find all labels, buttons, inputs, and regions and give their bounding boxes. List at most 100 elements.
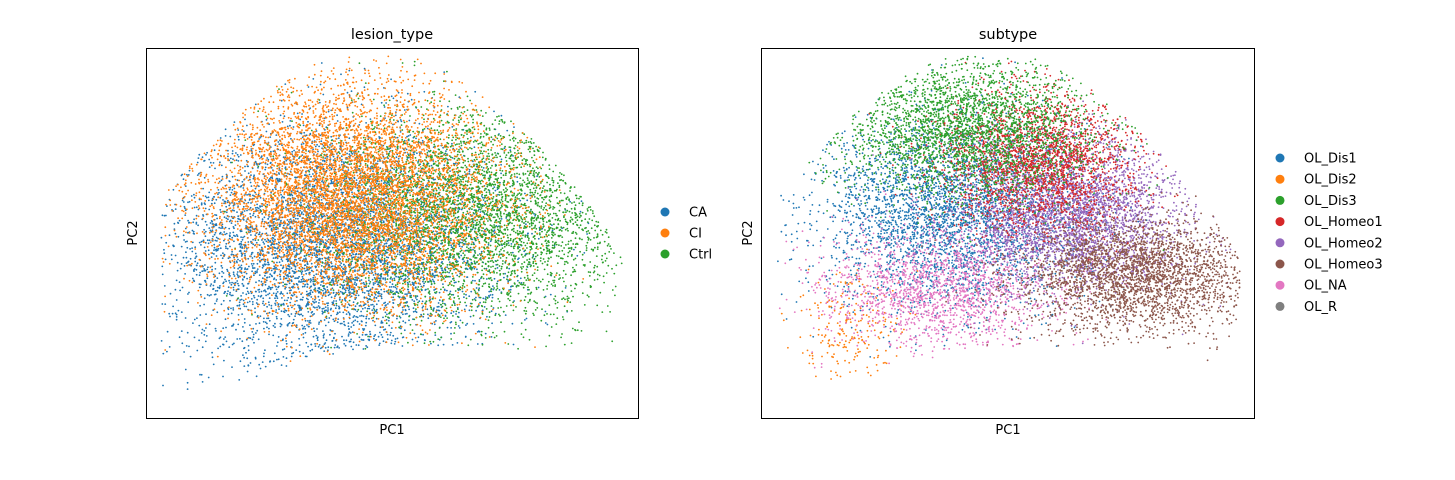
scatter-point <box>340 323 342 325</box>
scatter-point <box>333 292 335 294</box>
scatter-point <box>286 334 288 336</box>
scatter-point <box>411 299 413 301</box>
scatter-point <box>266 119 268 121</box>
scatter-point <box>289 290 291 292</box>
scatter-point <box>308 228 310 230</box>
scatter-point <box>339 299 341 301</box>
scatter-point <box>352 253 354 255</box>
scatter-point <box>217 348 219 350</box>
scatter-point <box>287 274 289 276</box>
scatter-point <box>222 227 224 229</box>
scatter-point <box>313 283 315 285</box>
scatter-point <box>186 241 188 243</box>
scatter-point <box>232 309 234 311</box>
scatter-point <box>231 254 233 256</box>
scatter-point <box>195 253 197 255</box>
scatter-point <box>525 223 527 225</box>
scatter-point <box>319 344 321 346</box>
scatter-point <box>292 286 294 288</box>
scatter-point <box>452 157 454 159</box>
scatter-point <box>253 342 255 344</box>
scatter-point <box>368 339 370 341</box>
scatter-point <box>445 150 447 152</box>
scatter-point <box>369 272 371 274</box>
scatter-point <box>573 249 575 251</box>
scatter-point <box>422 140 424 142</box>
scatter-point <box>318 146 320 148</box>
scatter-point <box>291 341 293 343</box>
scatter-point <box>240 295 242 297</box>
scatter-point <box>327 346 329 348</box>
scatter-point <box>251 331 253 333</box>
scatter-point <box>205 313 207 315</box>
scatter-point <box>304 268 306 270</box>
scatter-point <box>318 219 320 221</box>
scatter-point <box>264 216 266 218</box>
scatter-point <box>385 312 387 314</box>
scatter-point <box>231 284 233 286</box>
scatter-point <box>481 251 483 253</box>
scatter-point <box>337 318 339 320</box>
scatter-point <box>172 306 174 308</box>
scatter-point <box>339 307 341 309</box>
scatter-point <box>412 339 414 341</box>
scatter-point <box>313 313 315 315</box>
scatter-point <box>447 327 449 329</box>
scatter-point <box>231 313 233 315</box>
scatter-point <box>350 326 352 328</box>
scatter-point <box>381 298 383 300</box>
scatter-point <box>189 201 191 203</box>
scatter-point <box>343 343 345 345</box>
scatter-point <box>286 268 288 270</box>
scatter-point <box>415 138 417 140</box>
scatter-point <box>396 291 398 293</box>
scatter-point <box>286 300 288 302</box>
scatter-point <box>416 152 418 154</box>
scatter-point <box>203 268 205 270</box>
scatter-point <box>397 338 399 340</box>
scatter-point <box>408 319 410 321</box>
scatter-point <box>277 341 279 343</box>
scatter-point <box>294 238 296 240</box>
scatter-point <box>213 249 215 251</box>
scatter-point <box>271 270 273 272</box>
scatter-point <box>332 280 334 282</box>
scatter-point <box>366 209 368 211</box>
scatter-point <box>292 322 294 324</box>
scatter-point <box>339 311 341 313</box>
scatter-point <box>465 294 467 296</box>
scatter-point <box>232 158 234 160</box>
scatter-point <box>439 292 441 294</box>
scatter-point <box>184 273 186 275</box>
scatter-point <box>319 124 321 126</box>
scatter-point <box>384 277 386 279</box>
scatter-point <box>267 261 269 263</box>
scatter-point <box>176 280 178 282</box>
scatter-point <box>248 292 250 294</box>
scatter-point <box>414 208 416 210</box>
scatter-point <box>434 179 436 181</box>
scatter-point <box>440 211 442 213</box>
scatter-point <box>304 286 306 288</box>
scatter-point <box>246 278 248 280</box>
scatter-point <box>451 126 453 128</box>
scatter-point <box>225 217 227 219</box>
scatter-point <box>223 360 225 362</box>
scatter-point <box>212 288 214 290</box>
scatter-point <box>472 249 474 251</box>
scatter-point <box>376 303 378 305</box>
scatter-point <box>459 192 461 194</box>
scatter-point <box>236 159 238 161</box>
scatter-point <box>269 312 271 314</box>
scatter-point <box>267 164 269 166</box>
scatter-point <box>247 302 249 304</box>
scatter-point <box>336 114 338 116</box>
scatter-point <box>517 181 519 183</box>
scatter-point <box>385 102 387 104</box>
scatter-point <box>365 318 367 320</box>
scatter-point <box>204 280 206 282</box>
scatter-point <box>348 328 350 330</box>
scatter-point <box>317 231 319 233</box>
scatter-point <box>264 349 266 351</box>
scatter-point <box>186 262 188 264</box>
